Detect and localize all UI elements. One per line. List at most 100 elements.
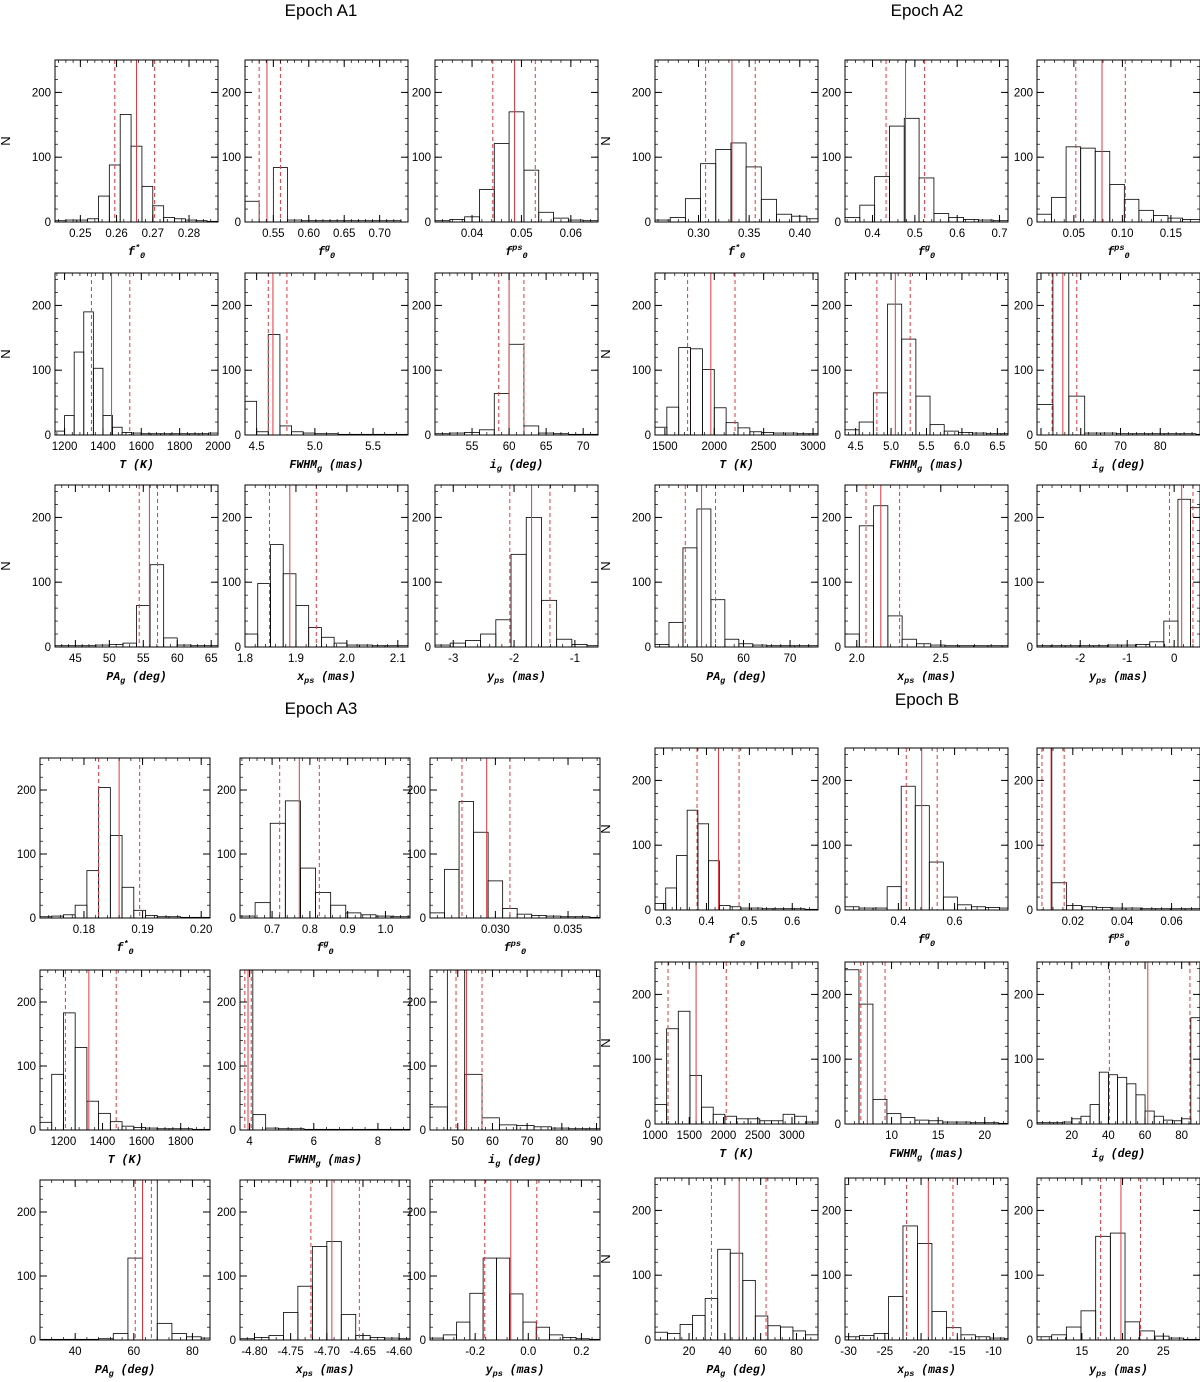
axis-label-part: 0	[740, 939, 745, 949]
x-tick-label: 1.9	[288, 653, 304, 665]
x-tick-label: 15	[932, 1130, 945, 1142]
panel-frame	[39, 969, 211, 1131]
histogram-bar	[142, 1180, 158, 1340]
y-tick-label: 0	[645, 1335, 651, 1347]
x-tick-label: -2	[509, 653, 519, 665]
y-tick-label: 100	[32, 365, 51, 377]
x-tick-label: -1	[570, 653, 580, 665]
panel-inner	[55, 485, 218, 647]
axis-label-part: ps	[1113, 243, 1124, 253]
axis-label-part: *	[735, 931, 740, 941]
y-tick-label: 200	[1014, 87, 1033, 99]
axis-label: xps (mas)	[295, 1364, 355, 1379]
y-axis-label: N	[0, 349, 13, 358]
x-tick-label: 2000	[711, 1130, 737, 1142]
x-tick-label: 4.5	[249, 441, 265, 453]
histogram-bar	[697, 823, 710, 910]
x-tick-label: 0.035	[554, 924, 583, 936]
x-tick-label: 0.6	[947, 916, 963, 928]
axis-label-part: ps	[1113, 931, 1124, 941]
x-tick-label: 0.05	[510, 228, 532, 240]
panel-inner	[245, 485, 408, 647]
axis-label-part: f	[505, 246, 513, 259]
x-tick-label: 0.0	[520, 1346, 536, 1358]
x-tick-label: 40	[69, 1346, 82, 1358]
axis-label-part: g	[497, 464, 503, 474]
y-tick-label: 100	[822, 1270, 841, 1282]
axis-label-part: f	[504, 942, 512, 955]
y-tick-label: 100	[32, 152, 51, 164]
y-tick-label: 200	[632, 87, 651, 99]
x-tick-label: 45	[69, 653, 82, 665]
histogram-bar	[702, 369, 715, 435]
axis-label-part: FWHM	[889, 1148, 918, 1161]
axis-label-part: (mas)	[322, 459, 363, 472]
x-tick-label: 60	[737, 653, 750, 665]
y-tick-label: 0	[420, 1335, 426, 1347]
histogram-bar	[1126, 1083, 1137, 1124]
x-tick-label: 0.18	[73, 924, 95, 936]
panel-inner	[55, 60, 218, 222]
panel-inner	[845, 962, 1008, 1124]
x-tick-label: 0.04	[1111, 916, 1134, 928]
axis-label: T (K)	[719, 459, 754, 472]
x-tick-label: 1600	[129, 1136, 155, 1148]
histogram-panel: 0 100 200 45 50 55 60 65 PAg (deg) N	[0, 484, 219, 686]
x-tick-label: 65	[205, 653, 218, 665]
y-tick-label: 100	[407, 1061, 426, 1073]
histogram-panel: 0 100 200 -4.80 -4.75 -4.70 -4.65 -4.60 xps (mas…	[217, 1179, 412, 1379]
x-tick-label: 1.8	[237, 653, 253, 665]
histogram-bar	[55, 430, 65, 435]
y-tick-label: 100	[1014, 840, 1033, 852]
x-tick-label: 1400	[90, 441, 116, 453]
y-tick-label: 0	[235, 642, 241, 654]
panel-frame	[39, 757, 211, 919]
x-tick-label: 0.35	[738, 228, 760, 240]
axis-label-part: x	[896, 1364, 905, 1377]
axis-label-part: x	[296, 671, 305, 684]
epoch-title: Epoch A1	[285, 1, 358, 20]
y-tick-label: 200	[632, 512, 651, 524]
histogram-bar	[510, 553, 527, 647]
histogram-bar	[109, 835, 123, 918]
axis-label-part: PA	[95, 1364, 109, 1377]
x-tick-label: 1000	[642, 1130, 668, 1142]
histogram-bar	[667, 1333, 681, 1340]
histogram-bar	[767, 1325, 781, 1340]
x-tick-label: 0.10	[1111, 228, 1133, 240]
x-tick-label: 0.6	[949, 228, 965, 240]
histogram-bar	[556, 638, 573, 647]
axis-label-part: FWHM	[889, 459, 918, 472]
axis-label-part: (deg)	[725, 671, 766, 684]
histogram-bar	[1190, 1017, 1200, 1124]
histogram-bar	[692, 1314, 706, 1340]
histogram-bar	[1117, 1076, 1128, 1124]
panel-frame	[844, 484, 1009, 648]
histogram-panel: 0 100 200 -30 -25 -20 -15 -10 xps (mas)	[822, 1177, 1009, 1379]
histogram-panel: 0 100 200 20 40 60 80 PAg (deg) N	[598, 1177, 819, 1379]
axis-label-part: f	[728, 246, 736, 259]
histogram-bar	[886, 886, 902, 910]
panel-frame	[239, 757, 411, 919]
axis-label-part: g	[323, 939, 329, 949]
y-tick-label: 0	[645, 217, 651, 229]
y-tick-label: 200	[17, 1207, 36, 1219]
histogram-bar	[254, 902, 271, 918]
histogram-bar	[1066, 905, 1082, 910]
histogram-bar	[119, 114, 132, 222]
x-tick-label: 6.0	[954, 441, 970, 453]
x-tick-label: -25	[877, 1346, 894, 1358]
histogram-bar	[1162, 1119, 1173, 1124]
y-tick-label: 100	[632, 365, 651, 377]
histogram-bar	[917, 1243, 933, 1340]
axis-label-part: 0	[1125, 939, 1130, 949]
histogram-bar	[295, 605, 310, 647]
histogram-bar	[333, 642, 348, 647]
y-tick-label: 100	[1014, 365, 1033, 377]
histogram-bar	[696, 508, 712, 647]
axis-label-part: ps	[903, 1369, 914, 1379]
axis-label-part: g	[316, 1159, 322, 1169]
